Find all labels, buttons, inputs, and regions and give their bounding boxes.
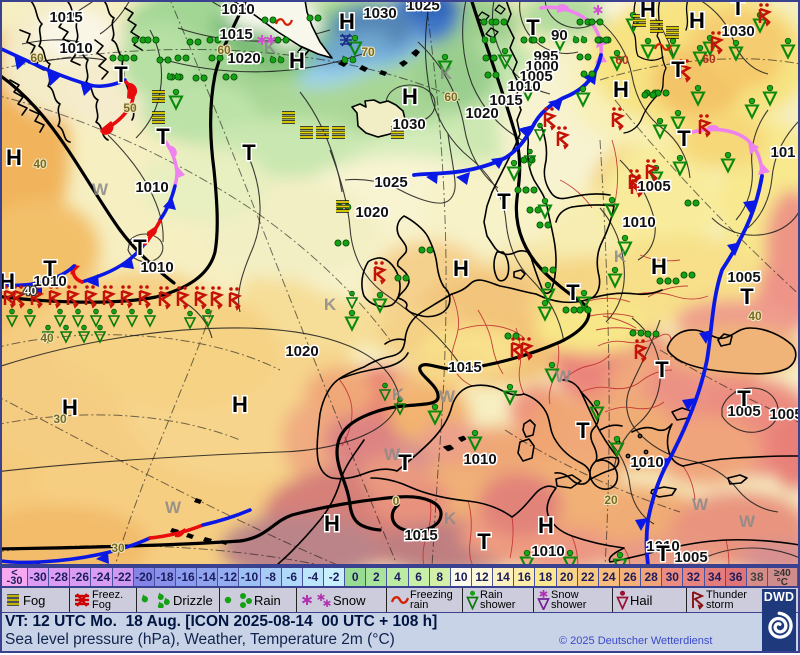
svg-text:1015: 1015: [219, 26, 252, 43]
svg-text:1010: 1010: [507, 78, 540, 95]
svg-text:K: K: [614, 247, 627, 266]
svg-text:995: 995: [533, 48, 558, 65]
svg-text:T: T: [242, 140, 256, 165]
svg-text:1010: 1010: [221, 1, 254, 18]
svg-text:T: T: [737, 386, 751, 411]
svg-text:W: W: [555, 367, 572, 386]
svg-text:1005: 1005: [727, 269, 760, 286]
svg-text:K: K: [264, 38, 277, 57]
svg-text:1010: 1010: [646, 538, 679, 555]
svg-text:1015: 1015: [49, 9, 82, 26]
svg-text:1010: 1010: [140, 259, 173, 276]
svg-text:1020: 1020: [227, 50, 260, 67]
svg-text:T: T: [740, 284, 754, 309]
svg-text:T: T: [133, 235, 147, 260]
svg-text:K: K: [440, 64, 453, 83]
svg-text:T: T: [526, 15, 540, 40]
svg-text:60: 60: [702, 52, 716, 66]
svg-text:W: W: [384, 445, 401, 464]
svg-text:T: T: [656, 541, 670, 566]
svg-text:40: 40: [748, 309, 762, 323]
svg-text:1005: 1005: [727, 403, 760, 420]
svg-text:1005: 1005: [769, 406, 800, 423]
svg-text:H: H: [613, 77, 629, 102]
svg-text:H: H: [538, 513, 554, 538]
svg-text:1020: 1020: [285, 343, 318, 360]
svg-text:T: T: [497, 189, 511, 214]
svg-text:1010: 1010: [59, 40, 92, 57]
svg-text:1010: 1010: [630, 454, 663, 471]
svg-text:H: H: [324, 511, 340, 536]
svg-text:H: H: [62, 395, 78, 420]
svg-text:70: 70: [361, 45, 375, 59]
svg-text:60: 60: [30, 51, 44, 65]
svg-text:W: W: [739, 512, 756, 531]
svg-text:1025: 1025: [374, 174, 407, 191]
svg-text:30: 30: [111, 541, 125, 555]
svg-text:90: 90: [551, 27, 568, 44]
svg-text:1010: 1010: [531, 543, 564, 560]
svg-text:T: T: [156, 124, 170, 149]
svg-text:T: T: [114, 62, 128, 87]
svg-text:W: W: [92, 180, 109, 199]
svg-text:1015: 1015: [448, 359, 481, 376]
svg-text:T: T: [655, 357, 669, 382]
svg-text:1010: 1010: [135, 179, 168, 196]
svg-text:W: W: [692, 495, 709, 514]
svg-text:K: K: [392, 385, 405, 404]
svg-text:101: 101: [770, 144, 795, 161]
svg-text:40: 40: [23, 284, 37, 298]
svg-text:T: T: [671, 57, 685, 82]
svg-text:60: 60: [217, 43, 231, 57]
svg-text:T: T: [576, 418, 590, 443]
svg-text:H: H: [689, 8, 705, 33]
svg-text:H: H: [289, 48, 305, 73]
svg-text:H: H: [453, 256, 469, 281]
svg-text:1020: 1020: [465, 105, 498, 122]
svg-text:1005: 1005: [519, 68, 552, 85]
svg-text:T: T: [731, 0, 745, 20]
svg-text:T: T: [477, 529, 491, 554]
svg-text:H: H: [0, 269, 15, 294]
svg-text:H: H: [232, 392, 248, 417]
svg-text:T: T: [677, 126, 691, 151]
svg-text:60: 60: [615, 53, 629, 67]
svg-text:W: W: [439, 387, 456, 406]
svg-text:1020: 1020: [355, 204, 388, 221]
svg-text:T: T: [566, 280, 580, 305]
svg-text:40: 40: [40, 331, 54, 345]
svg-text:T: T: [398, 450, 412, 475]
svg-text:K: K: [444, 509, 457, 528]
svg-text:1030: 1030: [392, 116, 425, 133]
svg-text:60: 60: [444, 90, 458, 104]
svg-text:K: K: [324, 295, 337, 314]
svg-text:0: 0: [393, 494, 400, 508]
svg-text:30: 30: [53, 412, 67, 426]
svg-text:1010: 1010: [622, 214, 655, 231]
svg-text:50: 50: [123, 101, 137, 115]
svg-text:T: T: [43, 256, 57, 281]
svg-text:40: 40: [33, 157, 47, 171]
svg-text:20: 20: [604, 493, 618, 507]
svg-text:H: H: [402, 84, 418, 109]
svg-text:1015: 1015: [404, 527, 437, 544]
svg-text:1010: 1010: [33, 273, 66, 290]
svg-text:H: H: [6, 145, 22, 170]
svg-text:1015: 1015: [489, 92, 522, 109]
svg-text:1000: 1000: [525, 58, 558, 75]
svg-text:1010: 1010: [463, 451, 496, 468]
svg-text:1030: 1030: [721, 23, 754, 40]
svg-text:1030: 1030: [363, 5, 396, 22]
svg-text:1025: 1025: [406, 0, 439, 14]
svg-text:1005: 1005: [637, 178, 670, 195]
svg-text:H: H: [640, 0, 656, 22]
svg-text:H: H: [339, 9, 355, 34]
svg-text:W: W: [165, 498, 182, 517]
svg-text:H: H: [651, 254, 667, 279]
svg-text:1005: 1005: [674, 549, 707, 566]
